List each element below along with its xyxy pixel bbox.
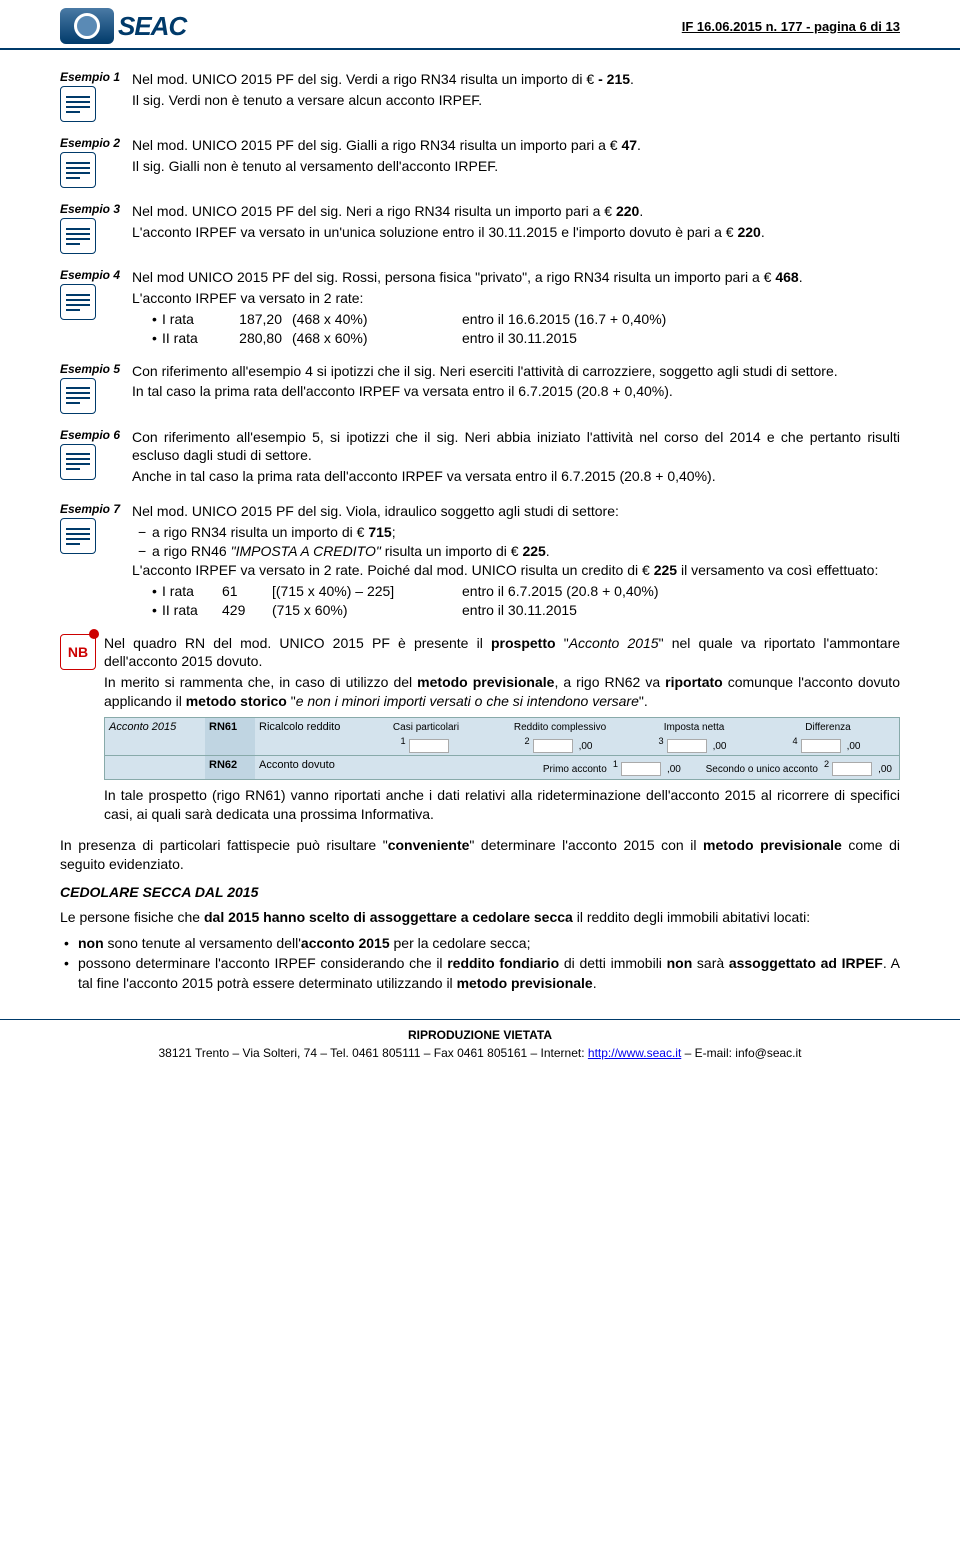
example-label: Esempio 4 [60,268,132,282]
form-snippet: Acconto 2015 RN61 Ricalcolo reddito Casi… [104,717,900,780]
paragraph: Nel mod UNICO 2015 PF del sig. Rossi, pe… [132,268,900,287]
paragraph: In tale prospetto (rigo RN61) vanno ripo… [104,786,900,824]
calc-row: •II rata429(715 x 60%)entro il 30.11.201… [152,601,900,620]
example-label: Esempio 6 [60,428,132,442]
paragraph: Con riferimento all'esempio 4 si ipotizz… [132,362,900,381]
example-label: Esempio 2 [60,136,132,150]
footer-title: RIPRODUZIONE VIETATA [60,1028,900,1042]
paragraph: Nel quadro RN del mod. UNICO 2015 PF è p… [104,634,900,672]
note-icon [60,444,96,480]
example-4: Esempio 4 Nel mod UNICO 2015 PF del sig.… [60,268,900,348]
note-icon [60,518,96,554]
paragraph: L'acconto IRPEF va versato in un'unica s… [132,223,900,242]
paragraph: In tal caso la prima rata dell'acconto I… [132,382,900,401]
footer-link[interactable]: http://www.seac.it [588,1046,681,1060]
paragraph: In merito si rammenta che, in caso di ut… [104,673,900,711]
example-5: Esempio 5 Con riferimento all'esempio 4 … [60,362,900,414]
note-icon [60,378,96,414]
note-icon [60,152,96,188]
dash-item: −a rigo RN46 "IMPOSTA A CREDITO" risulta… [138,542,900,561]
example-3: Esempio 3 Nel mod. UNICO 2015 PF del sig… [60,202,900,254]
nb-icon: NB [60,634,96,670]
logo: SEAC [60,8,186,44]
dash-item: −a rigo RN34 risulta un importo di € 715… [138,523,900,542]
paragraph: Nel mod. UNICO 2015 PF del sig. Viola, i… [132,502,900,521]
example-label: Esempio 7 [60,502,132,516]
example-2: Esempio 2 Nel mod. UNICO 2015 PF del sig… [60,136,900,188]
note-icon [60,218,96,254]
calc-row: •I rata61[(715 x 40%) – 225]entro il 6.7… [152,582,900,601]
document-reference: IF 16.06.2015 n. 177 - pagina 6 di 13 [682,19,900,34]
bullet-list: •non sono tenute al versamento dell'acco… [64,934,900,993]
page-footer: RIPRODUZIONE VIETATA 38121 Trento – Via … [0,1019,960,1074]
example-label: Esempio 3 [60,202,132,216]
logo-text: SEAC [118,11,186,42]
paragraph: Nel mod. UNICO 2015 PF del sig. Verdi a … [132,70,900,89]
paragraph: Anche in tal caso la prima rata dell'acc… [132,467,900,486]
list-item: •non sono tenute al versamento dell'acco… [64,934,900,954]
list-item: •possono determinare l'acconto IRPEF con… [64,954,900,993]
paragraph: L'acconto IRPEF va versato in 2 rate: [132,289,900,308]
paragraph: Le persone fisiche che dal 2015 hanno sc… [60,908,900,927]
nb-block: NB Nel quadro RN del mod. UNICO 2015 PF … [60,634,900,826]
paragraph: Il sig. Gialli non è tenuto al versament… [132,157,900,176]
calc-row: •II rata280,80(468 x 60%)entro il 30.11.… [152,329,900,348]
paragraph: Il sig. Verdi non è tenuto a versare alc… [132,91,900,110]
note-icon [60,284,96,320]
example-7: Esempio 7 Nel mod. UNICO 2015 PF del sig… [60,502,900,619]
paragraph: Con riferimento all'esempio 5, si ipotiz… [132,428,900,466]
example-1: Esempio 1 Nel mod. UNICO 2015 PF del sig… [60,70,900,122]
example-6: Esempio 6 Con riferimento all'esempio 5,… [60,428,900,489]
paragraph: Nel mod. UNICO 2015 PF del sig. Neri a r… [132,202,900,221]
document-body: Esempio 1 Nel mod. UNICO 2015 PF del sig… [0,50,960,1003]
example-label: Esempio 1 [60,70,132,84]
paragraph: In presenza di particolari fattispecie p… [60,836,900,874]
note-icon [60,86,96,122]
calc-row: •I rata187,20(468 x 40%)entro il 16.6.20… [152,310,900,329]
paragraph: L'acconto IRPEF va versato in 2 rate. Po… [132,561,900,580]
example-label: Esempio 5 [60,362,132,376]
footer-line: 38121 Trento – Via Solteri, 74 – Tel. 04… [60,1046,900,1060]
section-title: CEDOLARE SECCA DAL 2015 [60,884,900,900]
page-header: SEAC IF 16.06.2015 n. 177 - pagina 6 di … [0,0,960,50]
logo-badge-icon [60,8,114,44]
paragraph: Nel mod. UNICO 2015 PF del sig. Gialli a… [132,136,900,155]
